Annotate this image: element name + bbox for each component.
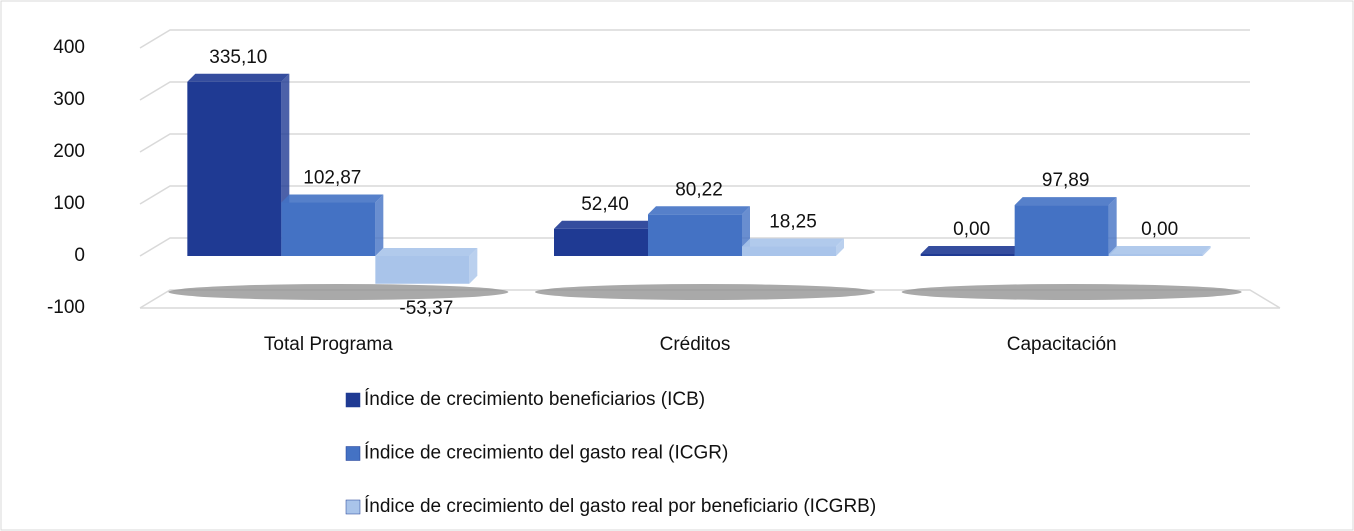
bar-top [648,206,750,215]
data-label: 18,25 [769,212,817,233]
x-tick-label: Total Programa [264,334,393,355]
data-label: 97,89 [1042,170,1090,191]
bar [1108,254,1203,256]
y-tick-label: 400 [53,37,85,58]
legend-label: Índice de crecimiento beneficiarios (ICB… [364,389,705,410]
bar [375,256,470,284]
data-label: 52,40 [581,194,629,215]
data-label: 102,87 [303,168,361,189]
bar-top [281,194,384,203]
bar [920,254,1015,256]
bar-top [375,248,478,256]
legend-label: Índice de crecimiento del gasto real (IC… [364,443,728,464]
y-tick-label: 100 [53,193,85,214]
grid-line [139,81,1250,101]
bar-side [469,248,478,284]
y-tick-label: -100 [47,297,85,318]
bar-top [1014,197,1117,206]
bar-side [1108,197,1117,256]
y-tick-label: 300 [53,89,85,110]
bar-top [554,220,656,229]
bar [742,246,836,256]
grid-line [139,237,1250,257]
floor-shadow [901,284,1242,300]
bar-top [187,73,290,82]
bar-side [375,194,384,256]
legend-swatch [345,499,361,515]
y-tick-label: 0 [74,245,85,266]
data-label: -53,37 [399,298,453,319]
bar [1014,205,1109,256]
bar-side [836,238,844,256]
data-label: 80,22 [675,179,723,200]
bar [187,81,282,256]
data-label: 335,10 [209,47,267,68]
x-tick-label: Capacitación [1007,334,1117,355]
data-label: 0,00 [953,219,990,240]
bar-top [920,246,1023,254]
x-tick-label: Créditos [660,334,731,355]
bar [281,202,376,256]
grid-line [139,133,1250,153]
bar-top [742,238,844,247]
grid-line [139,29,1250,49]
y-tick-label: 200 [53,141,85,162]
floor-shadow [535,284,875,300]
floor-shadow [168,284,509,300]
bar-top [1108,246,1211,254]
legend-label: Índice de crecimiento del gasto real por… [364,496,876,517]
legend-swatch [345,446,361,461]
grid-line [139,185,1250,205]
bar [648,214,742,256]
data-label: 0,00 [1141,219,1178,240]
bar-side [1202,246,1211,256]
bar [554,228,648,256]
legend-swatch [345,392,361,408]
